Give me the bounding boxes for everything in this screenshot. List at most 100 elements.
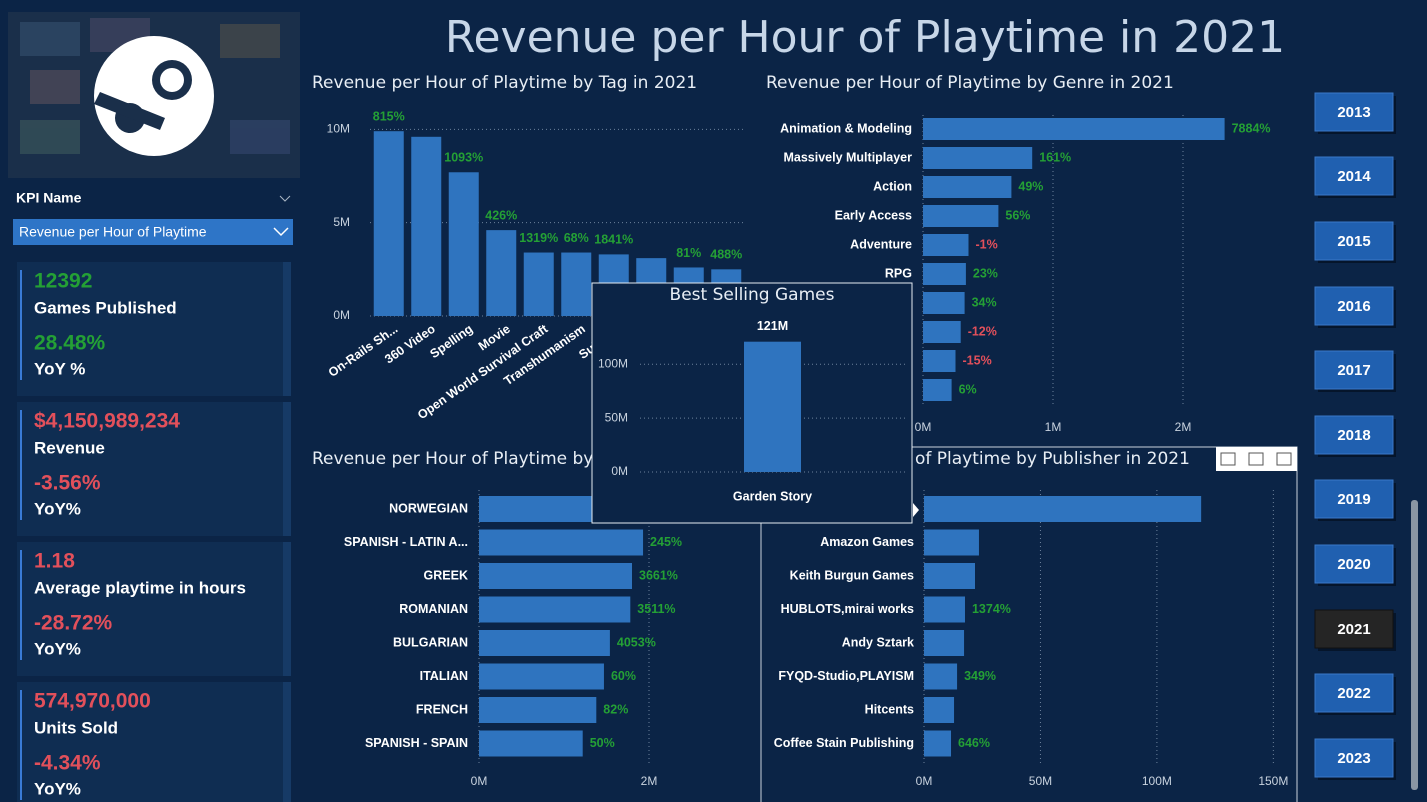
kpi-label: Average playtime in hours <box>34 578 246 597</box>
x-tick-label: 0M <box>471 774 488 788</box>
y-tick-label: Adventure <box>850 237 912 251</box>
y-tick-label: ITALIAN <box>420 669 468 683</box>
bar <box>523 252 554 316</box>
year-button[interactable] <box>1314 415 1394 455</box>
focused-visual-border <box>760 446 1298 802</box>
chart-title: Revenue per Hour of Playtime by <box>312 449 593 469</box>
yoy-label: 49% <box>1018 179 1043 193</box>
year-button[interactable] <box>1314 738 1394 778</box>
value-label: 121M <box>757 319 788 333</box>
bar <box>924 496 1202 522</box>
year-button[interactable] <box>1314 350 1394 390</box>
visual-header-icon[interactable] <box>1248 452 1264 466</box>
yoy-label: 1093% <box>444 151 483 165</box>
slicer-dropdown[interactable] <box>13 219 293 245</box>
year-button[interactable] <box>1314 286 1394 326</box>
yoy-label: -15% <box>963 353 992 367</box>
year-button[interactable] <box>1314 609 1394 649</box>
y-tick-label: SPANISH - SPAIN <box>365 736 468 750</box>
kpi-yoy: 28.48% <box>34 332 106 355</box>
bar <box>479 663 604 690</box>
bar <box>486 230 517 316</box>
x-tick-label: 100M <box>1142 774 1172 788</box>
y-tick-label: 100M <box>598 356 628 370</box>
year-button[interactable] <box>1314 544 1394 584</box>
visual-header-icon[interactable] <box>1220 452 1236 466</box>
y-tick-label: BULGARIAN <box>393 635 468 649</box>
y-tick-label: HUBLOTS,mirai works <box>781 602 914 616</box>
kpi-yoy: -28.72% <box>34 612 113 635</box>
bar <box>923 147 1033 169</box>
bar <box>923 292 965 314</box>
bar <box>923 205 999 227</box>
year-button[interactable] <box>1314 156 1394 196</box>
tooltip-pointer <box>913 503 919 517</box>
y-tick-label: 0M <box>333 308 350 322</box>
slicer-chevron <box>279 195 291 202</box>
bar <box>561 252 592 316</box>
year-label[interactable]: 2020 <box>1337 556 1370 573</box>
y-tick-label: Animation & Modeling <box>780 121 912 135</box>
kpi-card-edge <box>283 402 291 536</box>
slicer-arrow[interactable] <box>273 227 289 237</box>
year-label[interactable]: 2013 <box>1337 104 1370 121</box>
y-tick-label: FYQD-Studio,PLAYISM <box>778 669 914 683</box>
year-label[interactable]: 2016 <box>1337 298 1370 315</box>
y-tick-label: SPANISH - LATIN A... <box>344 535 468 549</box>
kpi-yoy-label: YoY% <box>34 779 81 798</box>
kpi-value: 12392 <box>34 270 92 293</box>
yoy-label: 1374% <box>972 602 1011 616</box>
slicer-selected[interactable]: Revenue per Hour of Playtime <box>19 224 207 240</box>
year-button[interactable] <box>1314 221 1394 261</box>
year-label[interactable]: 2023 <box>1337 750 1370 767</box>
bar <box>411 136 442 316</box>
y-tick-label: Amazon Games <box>820 535 914 549</box>
scrollbar[interactable] <box>1411 500 1418 790</box>
year-label[interactable]: 2018 <box>1337 427 1370 444</box>
y-tick-label: GREEK <box>424 568 468 582</box>
x-tick-label: Garden Story <box>733 489 812 503</box>
year-label[interactable]: 2015 <box>1337 233 1370 250</box>
year-label[interactable]: 2017 <box>1337 362 1370 379</box>
kpi-label: Revenue <box>34 438 105 457</box>
yoy-label: 349% <box>964 669 996 683</box>
y-tick-label: RPG <box>885 266 912 280</box>
logo-tiles <box>20 18 290 154</box>
slicer-label: KPI Name <box>16 190 82 206</box>
year-button[interactable] <box>1314 673 1394 713</box>
bar <box>924 630 965 656</box>
yoy-label: 161% <box>1039 150 1071 164</box>
y-tick-label: NORWEGIAN <box>389 501 468 515</box>
kpi-yoy: -3.56% <box>34 472 101 495</box>
y-tick-label: Coffee Stain Publishing <box>774 736 914 750</box>
yoy-label: 646% <box>958 736 990 750</box>
bar <box>479 730 583 757</box>
bar <box>924 697 955 723</box>
yoy-label: 4053% <box>617 635 656 649</box>
x-tick-label: 1M <box>1045 420 1062 434</box>
yoy-label: 3511% <box>637 602 675 616</box>
year-label[interactable]: 2022 <box>1337 685 1370 702</box>
y-tick-label: Keith Burgun Games <box>790 568 914 582</box>
visual-header-icon[interactable] <box>1276 452 1292 466</box>
y-tick-label: Andy Sztark <box>842 635 914 649</box>
year-label[interactable]: 2021 <box>1337 621 1370 638</box>
page-title: Revenue per Hour of Playtime in 2021 <box>445 12 1285 63</box>
year-label[interactable]: 2014 <box>1337 168 1371 185</box>
kpi-yoy-label: YoY% <box>34 639 81 658</box>
yoy-label: 6% <box>959 382 977 396</box>
chart-title: Revenue per Hour of Playtime by Genre in… <box>766 73 1174 93</box>
yoy-label: -1% <box>976 237 998 251</box>
yoy-label: 245% <box>650 535 682 549</box>
y-tick-label: Hitcents <box>865 702 914 716</box>
year-button[interactable] <box>1314 479 1394 519</box>
year-button[interactable] <box>1314 92 1394 132</box>
y-tick-label: Massively Multiplayer <box>783 150 912 164</box>
bar <box>479 630 610 656</box>
kpi-value: 574,970,000 <box>34 690 151 713</box>
logo-arm <box>94 92 165 130</box>
yoy-label: 426% <box>485 208 517 222</box>
year-label[interactable]: 2019 <box>1337 491 1370 508</box>
